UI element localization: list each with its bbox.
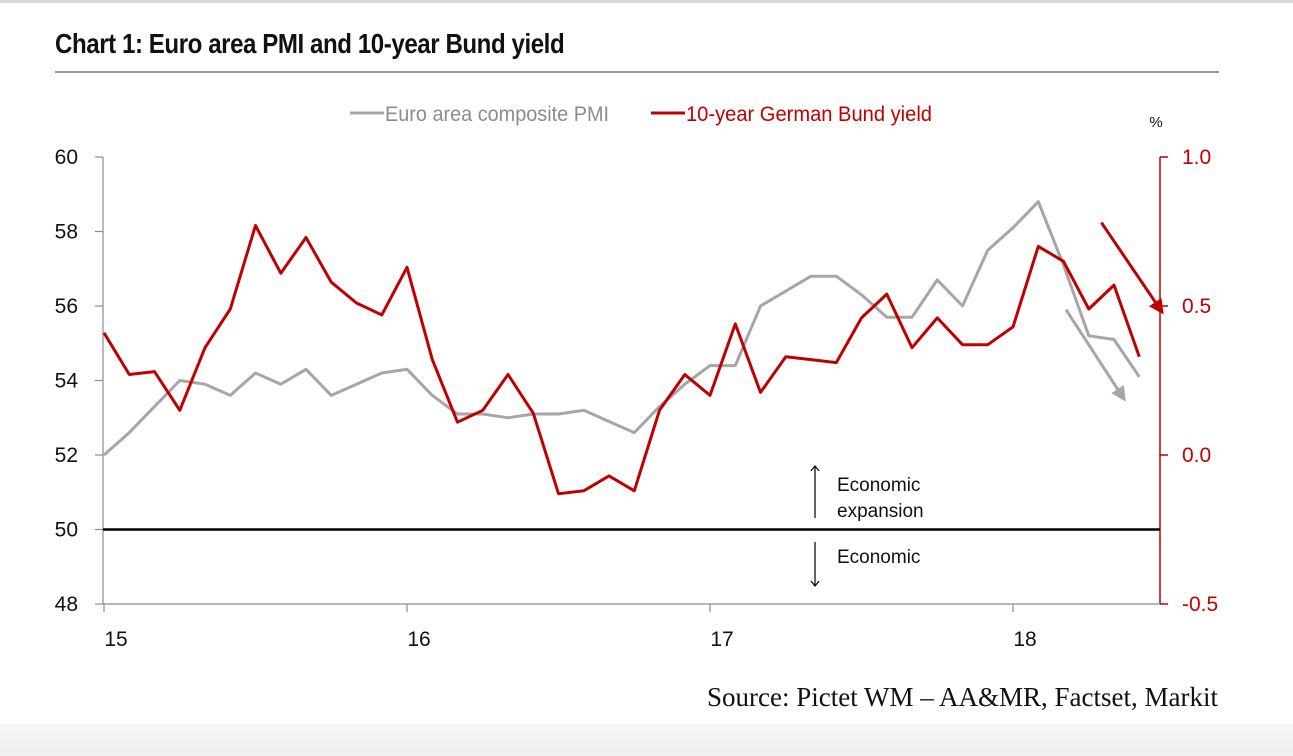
x-axis-tick-label: 18: [1013, 628, 1036, 651]
legend-label-pmi: Euro area composite PMI: [385, 103, 609, 126]
expansion-label-line1: Economic: [837, 475, 920, 496]
title-rule: [55, 71, 1219, 73]
chart-svg: Euro area composite PMI 10-year German B…: [55, 103, 1219, 651]
x-axis-tick-label: 15: [104, 628, 127, 651]
series-line-pmi: [103, 200, 1141, 457]
trend-arrow-pmi: [1064, 308, 1126, 402]
chart-title: Chart 1: Euro area PMI and 10-year Bund …: [55, 28, 565, 59]
left-axis-tick-label: 54: [55, 370, 79, 393]
right-axis-tick-label: 0.5: [1182, 295, 1211, 318]
contraction-label: Economic: [837, 547, 920, 568]
left-axis: 60 58 56 54 52 50 48: [55, 146, 104, 616]
left-axis-tick-label: 52: [55, 444, 78, 467]
series-line-bund: [102, 224, 1141, 496]
source-note: Source: Pictet WM – AA&MR, Factset, Mark…: [707, 682, 1218, 712]
expansion-label-line2: expansion: [837, 501, 924, 522]
right-axis-tick-label: 0.0: [1182, 444, 1211, 467]
trend-arrow-bund: [1100, 221, 1164, 315]
legend-label-bund: 10-year German Bund yield: [686, 103, 932, 126]
left-axis-tick-label: 56: [55, 295, 78, 318]
x-axis: 15 16 17 18: [103, 603, 1160, 651]
x-axis-tick-label: 16: [407, 628, 430, 651]
top-edge: [0, 0, 1293, 3]
left-axis-tick-label: 48: [55, 593, 78, 616]
left-axis-tick-label: 50: [55, 519, 78, 542]
right-axis-unit: %: [1149, 114, 1162, 131]
x-axis-tick-label: 17: [710, 628, 733, 651]
left-axis-tick-label: 58: [55, 221, 78, 244]
right-axis: 1.0 0.5 0.0 -0.5: [1159, 146, 1218, 616]
right-axis-tick-label: -0.5: [1182, 593, 1218, 616]
left-axis-tick-label: 60: [55, 146, 78, 169]
bottom-edge: [0, 724, 1293, 756]
right-axis-tick-label: 1.0: [1182, 146, 1211, 169]
